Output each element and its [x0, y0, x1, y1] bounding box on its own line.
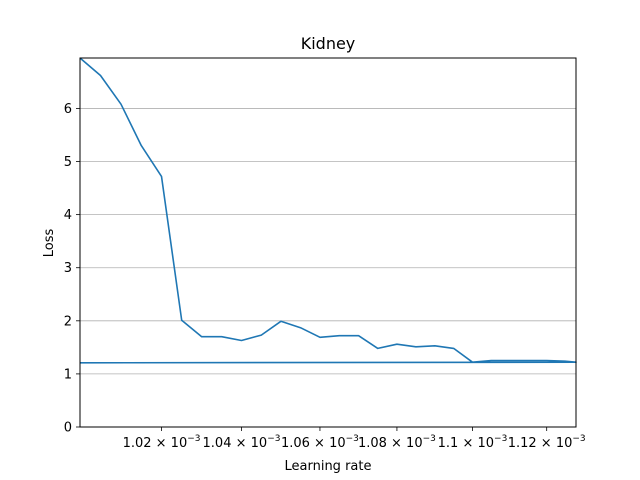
plot-frame	[79, 57, 577, 428]
y-tick-label: 5	[64, 155, 72, 170]
y-tick-label: 3	[64, 261, 72, 276]
y-tick-label: 1	[64, 367, 72, 382]
y-axis-label: Loss	[42, 229, 57, 258]
y-tick-label: 0	[64, 421, 72, 436]
series-group	[79, 57, 577, 364]
x-tick-label: 1.12 × 10−3	[508, 434, 586, 451]
loss-series-line	[79, 57, 577, 364]
y-axis: 0 1 2 3 4 5 6	[64, 102, 80, 436]
x-tick-label: 1.04 × 10−3	[203, 434, 281, 451]
x-tick-label: 1.02 × 10−3	[123, 434, 201, 451]
x-tick-label: 1.06 × 10−3	[281, 434, 359, 451]
y-tick-label: 6	[64, 102, 72, 117]
grid-lines	[80, 108, 576, 428]
x-axis: 1.02 × 10−3 1.04 × 10−3 1.06 × 10−3 1.08 × …	[123, 427, 586, 451]
x-tick-label: 1.08 × 10−3	[358, 434, 436, 451]
x-axis-label: Learning rate	[285, 459, 372, 474]
x-tick-label: 1.1 × 10−3	[438, 434, 508, 451]
y-tick-label: 2	[64, 314, 72, 329]
y-tick-label: 4	[64, 208, 72, 223]
chart-title: Kidney	[301, 34, 356, 53]
